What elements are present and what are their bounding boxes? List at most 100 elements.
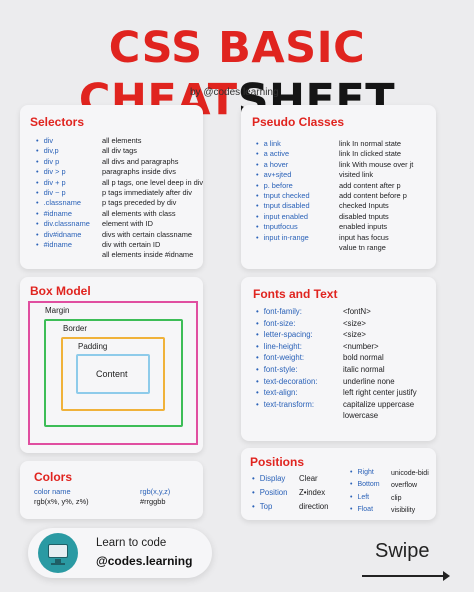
box-model-card [20,277,203,453]
fonts-values: <fontN> <size> <size> <number> bold norm… [343,306,417,422]
list-item: <number> [343,341,379,351]
list-item: av+sjted [256,170,310,180]
selectors-descriptions: all elements all div tags all divs and p… [102,136,203,261]
list-item: Float [350,504,380,516]
list-item: font-weight: [256,352,317,364]
list-item: #idname [36,240,90,250]
list-item: Clear [299,474,318,483]
list-item: Left [350,492,380,504]
list-item: div p [36,157,90,167]
list-item: disabled tnputs [339,211,389,221]
list-item: text-transform: [256,399,317,411]
list-item: visibility [391,507,416,515]
positions-right-values: unicode-bidi overflow clip visibility [391,468,429,518]
box-model-content-box [76,354,150,394]
list-item: tnput checked [256,191,310,201]
monitor-stand-icon [55,559,61,563]
list-item: paragraphs inside divs [102,167,176,177]
positions-right-list: Right Bottom Left Float [350,467,380,517]
list-item: Z•index [299,488,326,497]
list-item: Top [252,500,287,514]
box-model-padding-box [61,337,165,411]
border-label: Border [63,324,88,333]
list-item: line-height: [256,341,317,353]
list-item: p tags preceded by div [102,198,177,208]
selectors-title: Selectors [30,115,85,129]
page-title: CSS BASIC CHEATSHEET [0,22,474,126]
box-model-margin-box [28,301,198,445]
pseudo-list: a link a active a hover av+sjted p. befo… [256,139,310,243]
list-item: tnputfocus [256,222,310,232]
list-item: div [36,136,90,146]
fonts-and-text-title: Fonts and Text [253,287,338,301]
avatar [38,533,78,573]
positions-title: Positions [250,455,305,469]
box-model-title: Box Model [30,284,91,298]
list-item: enabled inputs [339,222,388,232]
list-item: div ~ p [36,188,90,198]
list-item: text-align: [256,387,317,399]
list-item: element with ID [102,219,153,229]
list-item: link In normal state [339,139,402,148]
margin-label: Margin [45,306,70,315]
list-item: clip [391,494,402,502]
list-item: div + p [36,178,90,188]
list-item: italic normal [343,364,385,374]
learn-to-code-text: Learn to code [96,537,167,549]
list-item: .classname [36,198,90,208]
list-item: left right center justify [343,388,417,398]
list-item: lowercase [343,411,379,421]
account-handle[interactable]: @codes.learning [96,554,193,568]
positions-left-values: Clear Z•index direction [299,472,328,514]
rgb-percent-label: rgb(x%, y%, z%) [34,497,89,506]
list-item: link With mouse over jt [339,159,414,169]
pseudo-descriptions: link In normal state link In clicked sta… [339,139,413,253]
list-item: div,p [36,146,90,156]
list-item: bold normal [343,353,384,363]
list-item: Position [252,486,288,500]
list-item: a hover [256,160,310,170]
list-item: p. before [256,181,310,191]
byline: by @codes.learning [190,87,279,98]
swipe-arrow-line [362,575,448,577]
list-item: all elements with class [102,208,176,218]
list-item: visited link [339,170,374,180]
list-item: all elements [102,136,142,145]
list-item: font-size: [256,318,317,330]
list-item: <fontN> [343,307,371,316]
list-item: text-decoration: [256,376,318,388]
list-item: tnput disabled [256,201,310,211]
colors-title: Colors [34,470,73,484]
list-item: div > p [36,167,90,177]
list-item: all p tags, one level deep in div [102,177,204,187]
list-item: input in-range [256,233,310,243]
list-item: a active [256,149,310,159]
list-item: input enabled [256,212,310,222]
hex-color-label: #rrggbb [140,497,166,506]
list-item: checked Inputs [339,201,389,211]
selectors-list: div div,p div p div > p div + p div ~ p … [36,136,90,250]
list-item: direction [299,502,329,511]
list-item: divs with certain classname [102,229,192,239]
list-item: a link [256,139,310,149]
list-item: Bottom [350,479,379,491]
list-item: div with certain ID [102,240,161,250]
title-css: CSS BASIC [108,23,366,73]
colors-card [20,461,203,519]
arrow-right-icon [443,571,450,581]
list-item: add content before p [339,191,407,201]
list-item: value tn range [339,243,386,253]
monitor-base-icon [51,563,65,565]
list-item: all elements inside #idname [102,250,194,260]
list-item: overflow [391,482,418,490]
list-item: #idname [36,209,90,219]
list-item: unicode-bidi [391,470,429,477]
swipe-label[interactable]: Swipe [375,540,430,562]
monitor-icon [48,544,68,558]
color-name-label: color name [34,487,71,496]
fonts-list: font-family: font-size: letter-spacing: … [256,306,318,411]
list-item: all div tags [102,146,137,156]
list-item: input has focus [339,232,389,242]
content-label: Content [96,369,128,379]
padding-label: Padding [78,342,108,351]
